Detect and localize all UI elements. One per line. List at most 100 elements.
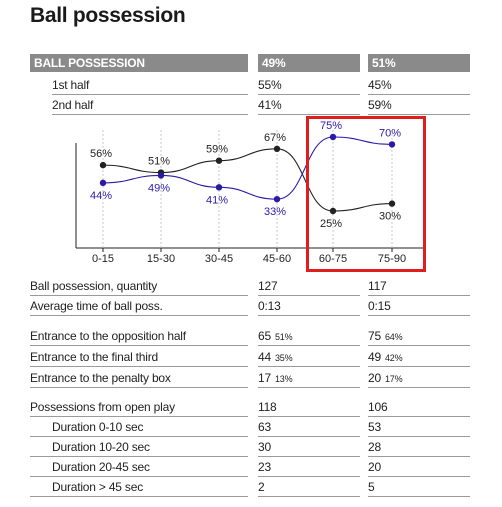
data-point xyxy=(329,133,337,141)
row-divider xyxy=(30,295,248,296)
row-value-team2: 5 xyxy=(368,477,375,497)
row-divider xyxy=(258,315,360,316)
table-row: Ball possession, quantity 127 117 xyxy=(30,276,470,296)
data-point xyxy=(157,172,165,179)
row-divider xyxy=(258,387,360,388)
row-value-team1: 55% xyxy=(258,75,282,95)
data-label: 44% xyxy=(90,190,112,202)
highlight-box xyxy=(306,116,426,272)
row-label: Entrance to the penalty box xyxy=(30,371,171,385)
series-line-2 xyxy=(102,136,393,200)
value-team1: 127 xyxy=(258,279,278,293)
percent-team1: 51% xyxy=(274,332,293,342)
row-value-team1: 30 xyxy=(258,437,271,457)
row-divider xyxy=(30,366,248,367)
table-row: Average time of ball poss. 0:13 0:15 xyxy=(30,296,470,316)
x-tick-label: 30-45 xyxy=(205,253,233,265)
data-label: 70% xyxy=(379,127,401,139)
row-value-team2: 59% xyxy=(368,95,392,115)
value-team2: 106 xyxy=(368,400,388,414)
row-value-team2: 20 xyxy=(368,457,381,477)
row-value-team1: 63 xyxy=(258,417,271,437)
row-value-team1: 41% xyxy=(258,95,282,115)
value-team2: 45% xyxy=(368,78,392,92)
row-label: 2nd half xyxy=(52,98,94,112)
table-row: Entrance to the final third 44 35% 49 42% xyxy=(30,347,470,367)
row-divider xyxy=(368,387,470,388)
x-tick-label: 60-75 xyxy=(319,253,347,265)
data-point xyxy=(388,200,396,207)
data-label: 67% xyxy=(264,132,286,144)
data-label: 56% xyxy=(90,148,112,160)
data-point xyxy=(99,161,107,169)
value-team1: 118 xyxy=(258,400,277,414)
x-tick-label: 0-15 xyxy=(92,253,114,265)
data-point xyxy=(273,145,281,153)
row-label: Ball possession, quantity xyxy=(30,279,158,293)
value-team1: 63 xyxy=(258,420,271,434)
row-divider xyxy=(368,496,470,497)
table-row: Duration 10-20 sec 30 28 xyxy=(30,437,470,457)
x-tick-label: 75-90 xyxy=(378,253,406,265)
row-divider xyxy=(30,436,248,437)
percent-team1: 35% xyxy=(274,353,293,363)
row-label: Duration > 45 sec xyxy=(52,480,143,494)
value-team2: 59% xyxy=(368,98,392,112)
row-divider xyxy=(258,345,360,346)
row-divider xyxy=(368,456,470,457)
row-value-team1: 65 51% xyxy=(258,326,293,346)
row-value-team1: 2 xyxy=(258,477,265,497)
row-divider xyxy=(368,94,470,95)
data-point xyxy=(99,179,107,187)
x-tick-label: 15-30 xyxy=(147,253,175,265)
value-team1: 55% xyxy=(258,78,282,92)
data-label: 30% xyxy=(379,211,401,223)
header-label: BALL POSSESSION xyxy=(30,54,248,72)
data-label: 75% xyxy=(320,120,342,132)
row-divider xyxy=(258,416,360,417)
data-point xyxy=(215,157,223,164)
value-team2: 5 xyxy=(368,480,375,494)
value-team2: 20 xyxy=(368,371,381,385)
page-title: Ball possession xyxy=(30,4,186,27)
row-value-team2: 49 42% xyxy=(368,347,403,367)
row-value-team2: 75 64% xyxy=(368,326,403,346)
row-divider xyxy=(368,436,470,437)
header-row: BALL POSSESSION 49% 51% xyxy=(30,54,470,72)
row-divider xyxy=(368,315,470,316)
row-divider xyxy=(258,436,360,437)
table-row: Entrance to the penalty box 17 13% 20 17% xyxy=(30,368,470,388)
row-value-team1: 0:13 xyxy=(258,296,281,316)
row-divider xyxy=(368,345,470,346)
data-point xyxy=(388,141,396,148)
table-row: Duration > 45 sec 2 5 xyxy=(30,477,470,497)
row-value-team2: 20 17% xyxy=(368,368,403,388)
row-divider xyxy=(30,456,248,457)
row-divider xyxy=(30,496,248,497)
row-divider xyxy=(30,315,248,316)
table-row: 1st half 55% 45% xyxy=(30,75,470,95)
percent-team2: 17% xyxy=(384,374,403,384)
row-value-team2: 28 xyxy=(368,437,381,457)
table-row: Entrance to the opposition half 65 51% 75 64… xyxy=(30,326,470,346)
row-divider xyxy=(368,416,470,417)
data-label: 33% xyxy=(264,206,286,218)
series-line-1 xyxy=(102,148,393,212)
data-label: 51% xyxy=(148,156,170,168)
row-divider xyxy=(30,387,248,388)
value-team1: 2 xyxy=(258,480,265,494)
row-label: Duration 0-10 sec xyxy=(52,420,144,434)
row-divider xyxy=(258,496,360,497)
row-label: Possessions from open play xyxy=(30,400,175,414)
row-label: Duration 20-45 sec xyxy=(52,460,150,474)
value-team2: 53 xyxy=(368,420,381,434)
table-row: Possessions from open play 118 106 xyxy=(30,397,470,417)
row-divider xyxy=(368,476,470,477)
row-divider xyxy=(368,295,470,296)
row-divider xyxy=(258,295,360,296)
value-team1: 44 xyxy=(258,350,271,364)
data-label: 49% xyxy=(148,182,170,194)
row-label: Average time of ball poss. xyxy=(30,299,163,313)
table-row: Duration 0-10 sec 63 53 xyxy=(30,417,470,437)
